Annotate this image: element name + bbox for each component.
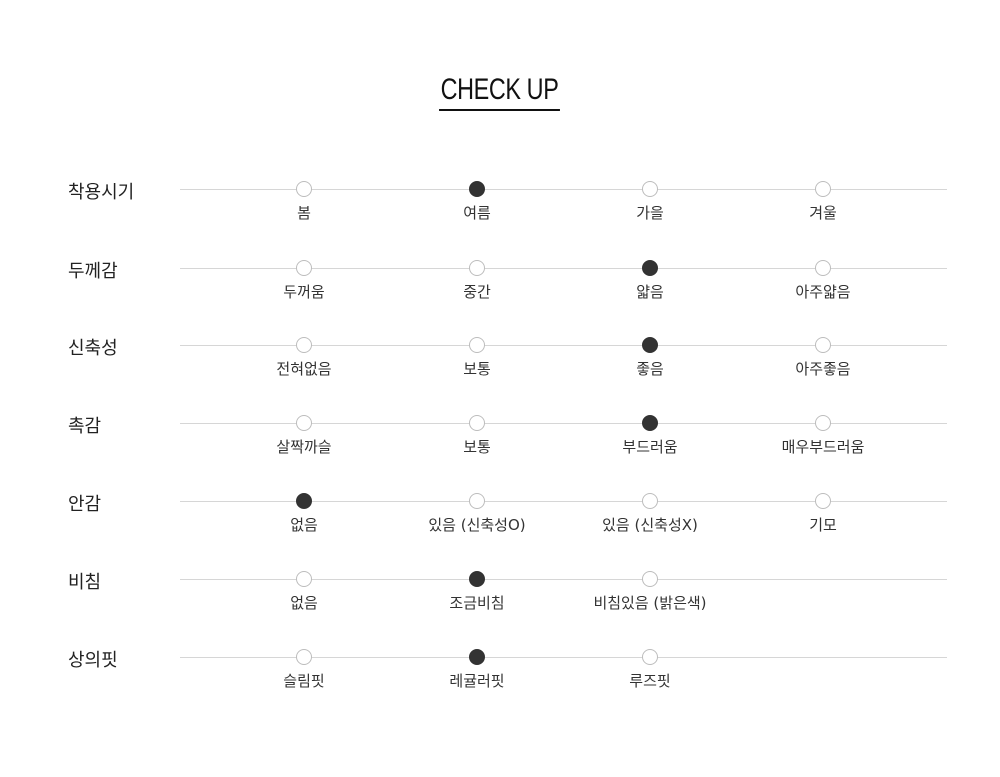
unselected-radio-icon	[296, 649, 312, 665]
selected-radio-icon	[469, 181, 485, 197]
option-label: 아주얇음	[795, 283, 851, 301]
option-label: 두꺼움	[283, 283, 325, 301]
option-label: 전혀없음	[276, 360, 332, 378]
option-label: 슬림핏	[283, 672, 325, 690]
option-label: 좋음	[636, 360, 664, 378]
row-divider-line	[180, 579, 947, 580]
unselected-radio-icon	[642, 571, 658, 587]
option-label: 있음 (신축성X)	[602, 516, 698, 534]
unselected-radio-icon	[296, 415, 312, 431]
row-label: 착용시기	[68, 182, 135, 203]
option-label: 여름	[463, 204, 491, 222]
option-label: 기모	[809, 516, 837, 534]
option-label: 겨울	[809, 204, 837, 222]
row-divider-line	[180, 189, 947, 190]
unselected-radio-icon	[815, 181, 831, 197]
section-header: CHECK UP	[0, 72, 1000, 111]
unselected-radio-icon	[642, 181, 658, 197]
option-label: 없음	[290, 516, 318, 534]
option-label: 레귤러핏	[449, 672, 505, 690]
option-label: 아주좋음	[795, 360, 851, 378]
row-divider-line	[180, 423, 947, 424]
unselected-radio-icon	[469, 260, 485, 276]
selected-radio-icon	[642, 337, 658, 353]
option-label: 부드러움	[622, 438, 678, 456]
unselected-radio-icon	[469, 415, 485, 431]
row-label: 상의핏	[68, 650, 118, 671]
option-label: 매우부드러움	[781, 438, 865, 456]
row-divider-line	[180, 657, 947, 658]
selected-radio-icon	[469, 649, 485, 665]
option-label: 살짝까슬	[276, 438, 332, 456]
unselected-radio-icon	[815, 493, 831, 509]
option-label: 조금비침	[449, 594, 505, 612]
row-label: 신축성	[68, 338, 118, 359]
selected-radio-icon	[296, 493, 312, 509]
selected-radio-icon	[642, 415, 658, 431]
row-divider-line	[180, 501, 947, 502]
option-label: 있음 (신축성O)	[428, 516, 526, 534]
unselected-radio-icon	[642, 493, 658, 509]
unselected-radio-icon	[815, 337, 831, 353]
unselected-radio-icon	[296, 260, 312, 276]
unselected-radio-icon	[815, 415, 831, 431]
unselected-radio-icon	[296, 181, 312, 197]
row-label: 촉감	[68, 416, 102, 437]
option-label: 없음	[290, 594, 318, 612]
option-label: 얇음	[636, 283, 664, 301]
row-divider-line	[180, 345, 947, 346]
option-label: 가을	[636, 204, 664, 222]
unselected-radio-icon	[296, 337, 312, 353]
row-label: 안감	[68, 494, 102, 515]
unselected-radio-icon	[642, 649, 658, 665]
option-label: 보통	[463, 438, 491, 456]
row-label: 두께감	[68, 261, 118, 282]
option-label: 봄	[297, 204, 311, 222]
option-label: 루즈핏	[629, 672, 671, 690]
row-divider-line	[180, 268, 947, 269]
row-label: 비침	[68, 572, 102, 593]
unselected-radio-icon	[469, 337, 485, 353]
selected-radio-icon	[642, 260, 658, 276]
option-label: 보통	[463, 360, 491, 378]
unselected-radio-icon	[815, 260, 831, 276]
option-label: 비침있음 (밝은색)	[593, 594, 707, 612]
page-title: CHECK UP	[439, 72, 561, 111]
option-label: 중간	[463, 283, 491, 301]
unselected-radio-icon	[296, 571, 312, 587]
unselected-radio-icon	[469, 493, 485, 509]
selected-radio-icon	[469, 571, 485, 587]
